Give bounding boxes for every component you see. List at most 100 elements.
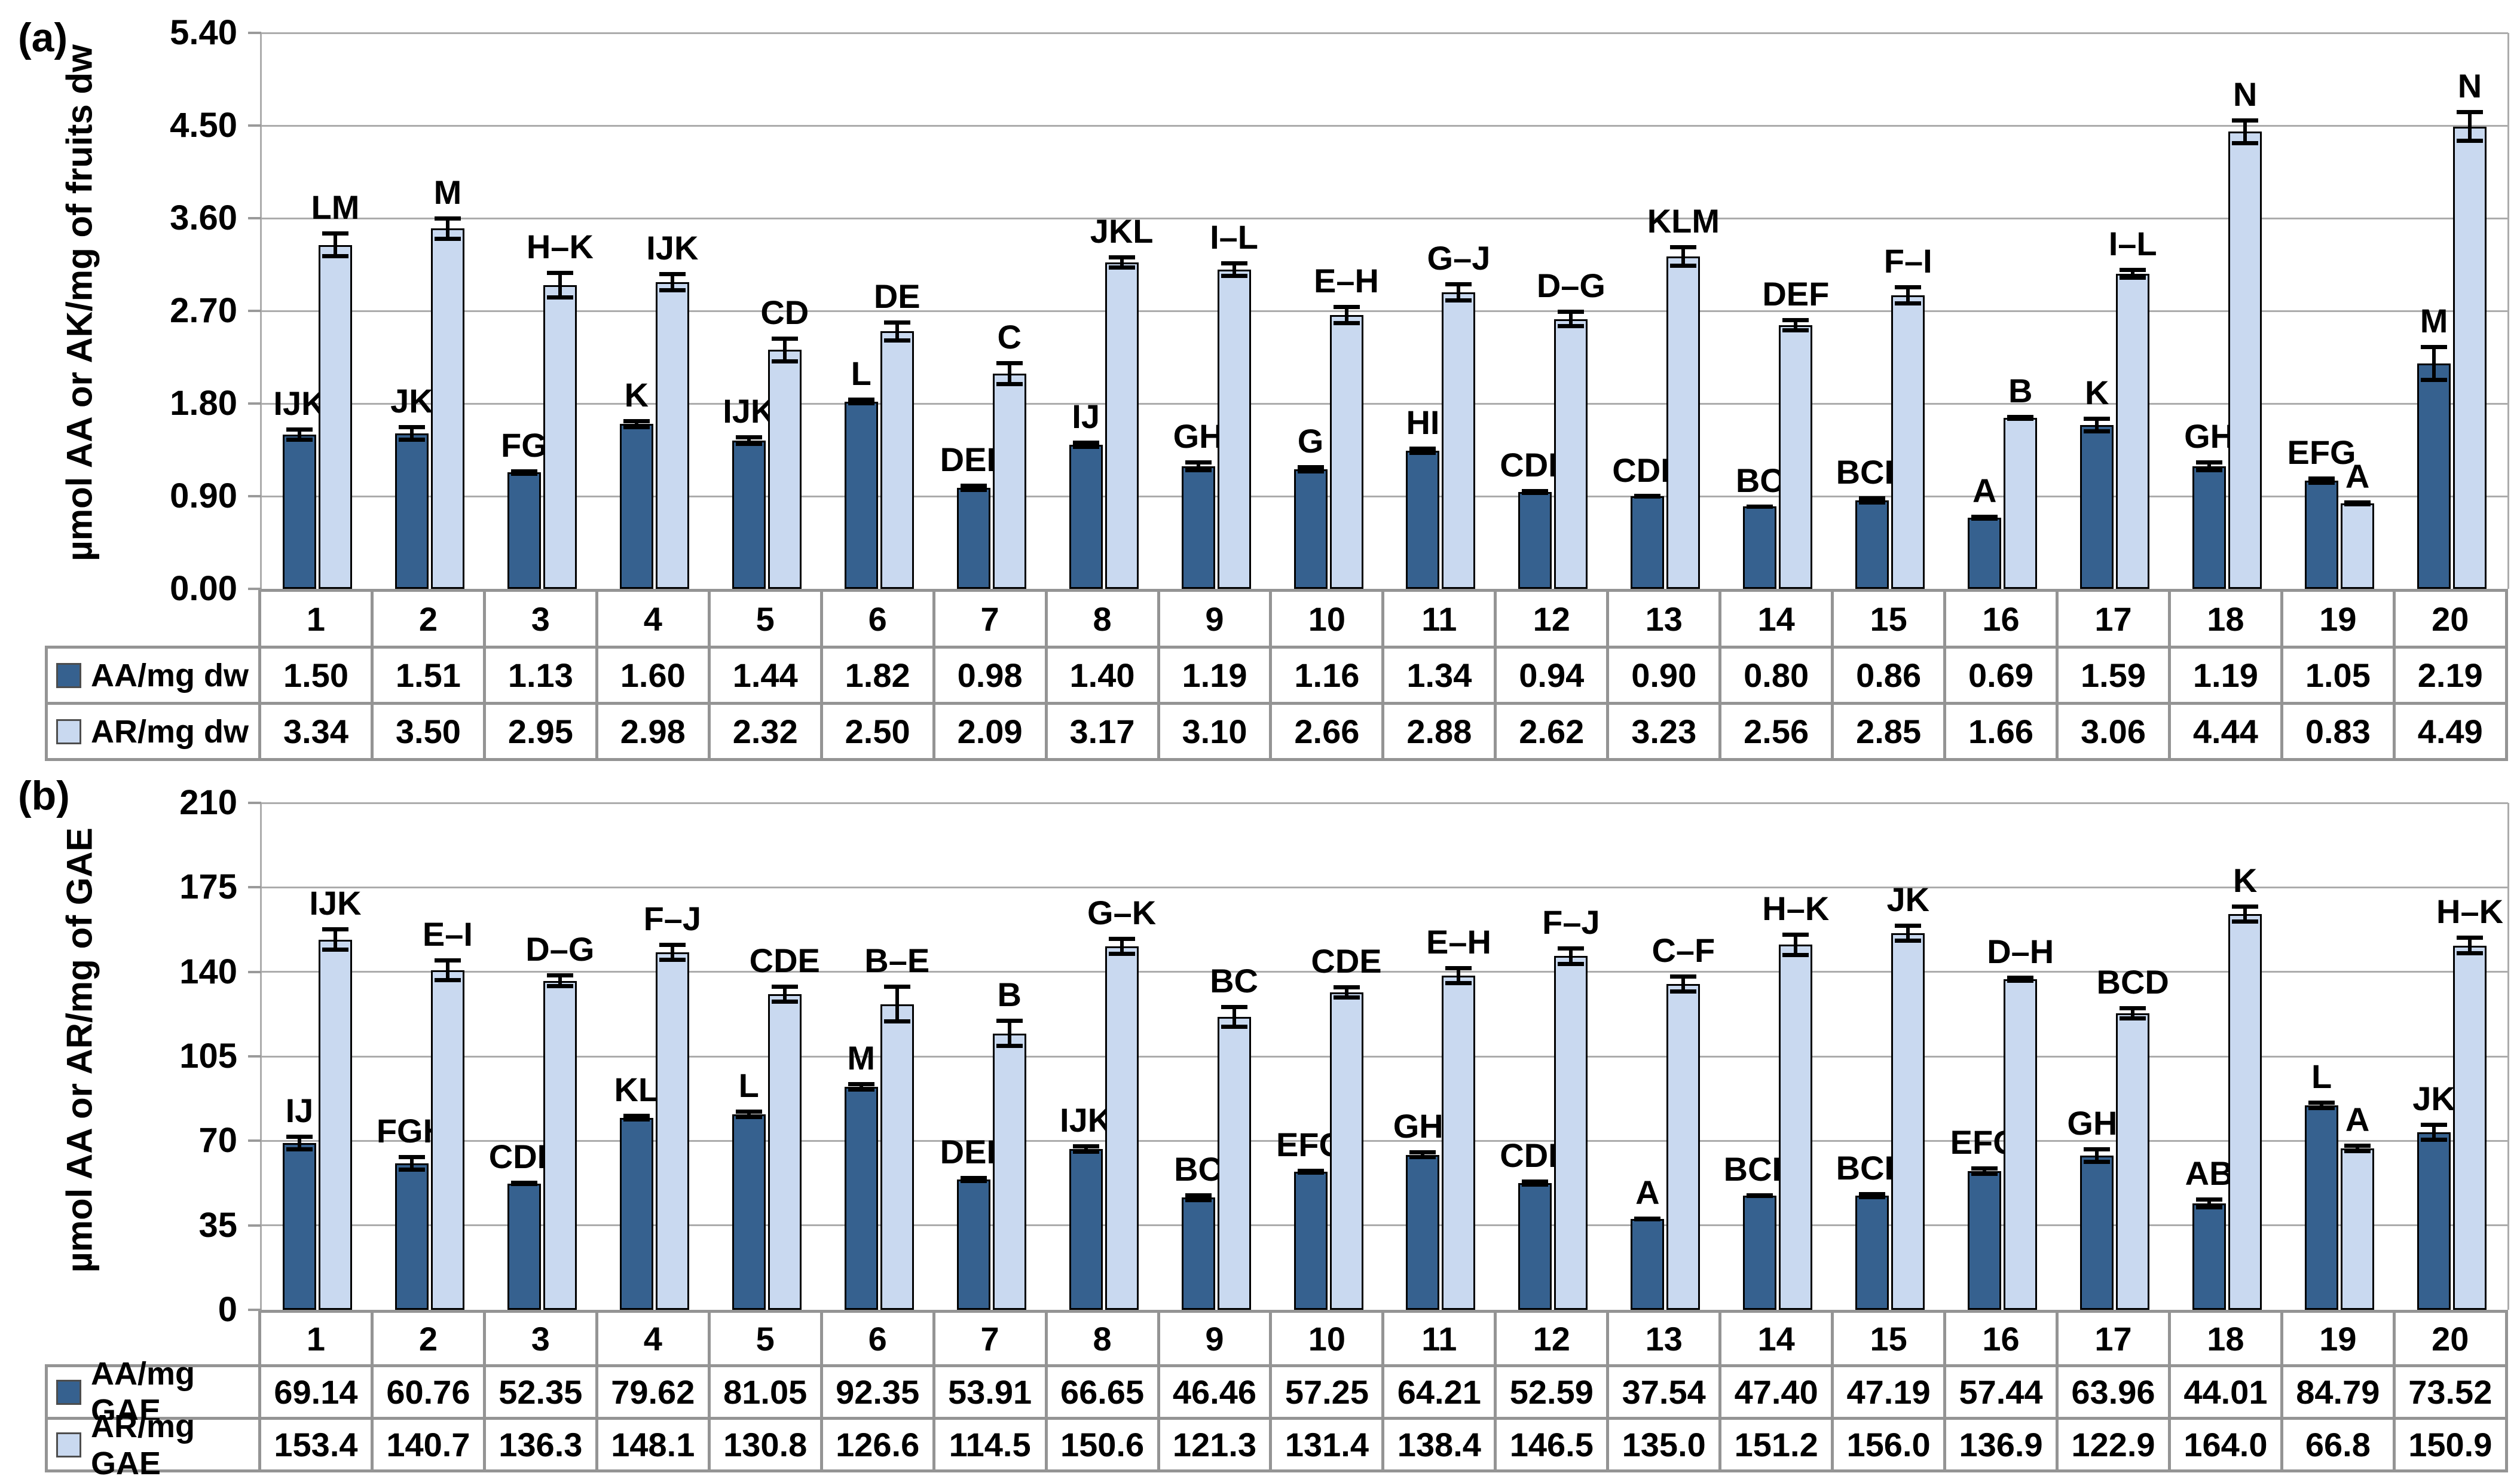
category-header-a-16: 16 bbox=[1946, 589, 2059, 649]
bar-b-aa-3 bbox=[507, 1183, 541, 1310]
table-value-b-aa-10: 57.25 bbox=[1272, 1367, 1385, 1420]
bar-b-aa-12 bbox=[1518, 1182, 1552, 1310]
category-header-a-6: 6 bbox=[822, 589, 935, 649]
panel-b: (b) µmol AA or AR/mg of GAE 210 175 140 105… bbox=[0, 769, 2520, 1481]
category-header-a-3: 3 bbox=[485, 589, 598, 649]
bar-a-aa-16 bbox=[1968, 518, 2002, 589]
table-value-a-aa-10: 1.16 bbox=[1272, 649, 1385, 705]
category-header-a-4: 4 bbox=[598, 589, 711, 649]
plot-right-border-a bbox=[2507, 33, 2509, 589]
bar-a-ar-1 bbox=[318, 245, 352, 589]
bar-a-aa-11 bbox=[1406, 451, 1440, 589]
error-bar-b-16 bbox=[2007, 976, 2034, 983]
significance-letter-b-20: H–K bbox=[2436, 893, 2504, 931]
y-tick-mark-b bbox=[248, 1139, 261, 1142]
plot-area-a: 5.40 4.50 3.60 2.70 1.80 0.90 0.00 IJK LM JK M FG H–… bbox=[170, 13, 2509, 608]
significance-letter-b-13: A bbox=[1635, 1174, 1660, 1212]
significance-letter-a-16: A bbox=[1972, 472, 1997, 509]
gridline-b-210 bbox=[261, 802, 2508, 804]
error-bar-b-18 bbox=[2196, 1197, 2223, 1210]
bar-b-ar-7 bbox=[992, 1033, 1026, 1310]
table-corner-blank-b bbox=[45, 1310, 261, 1367]
table-value-a-aa-18: 1.19 bbox=[2170, 649, 2283, 705]
table-value-b-ar-8: 150.6 bbox=[1047, 1420, 1160, 1472]
bar-b-aa-18 bbox=[2192, 1203, 2227, 1310]
error-bar-a-12 bbox=[1522, 488, 1549, 496]
bar-a-ar-3 bbox=[543, 285, 577, 589]
error-bar-a-11 bbox=[1445, 282, 1472, 303]
significance-letter-b-12: F–J bbox=[1542, 903, 1600, 942]
error-bar-a-3 bbox=[510, 469, 537, 476]
bar-b-aa-10 bbox=[1293, 1171, 1328, 1310]
error-bar-b-11 bbox=[1445, 965, 1472, 986]
bar-b-aa-19 bbox=[2305, 1105, 2339, 1310]
table-value-b-aa-19: 84.79 bbox=[2283, 1367, 2396, 1420]
error-bar-b-3 bbox=[546, 973, 573, 988]
category-header-b-12: 12 bbox=[1497, 1310, 1610, 1367]
table-value-a-ar-8: 3.17 bbox=[1047, 705, 1160, 761]
table-value-a-aa-20: 2.19 bbox=[2395, 649, 2508, 705]
table-value-a-ar-9: 3.10 bbox=[1160, 705, 1273, 761]
error-bar-b-1 bbox=[322, 927, 348, 952]
table-value-b-aa-5: 81.05 bbox=[710, 1367, 823, 1420]
significance-letter-b-1: IJ bbox=[285, 1091, 314, 1129]
y-tick-mark-b bbox=[248, 802, 261, 804]
error-bar-b-20 bbox=[2421, 1122, 2448, 1142]
bar-b-aa-16 bbox=[1968, 1171, 2002, 1310]
table-value-a-ar-3: 2.95 bbox=[485, 705, 598, 761]
error-bar-b-7 bbox=[996, 1019, 1023, 1048]
significance-letter-b-6: M bbox=[847, 1039, 876, 1077]
bar-a-aa-2 bbox=[394, 433, 429, 589]
error-bar-b-19 bbox=[2344, 1144, 2371, 1154]
error-bar-a-8 bbox=[1072, 441, 1099, 449]
error-bar-a-12 bbox=[1558, 310, 1585, 329]
significance-letter-b-7: B bbox=[997, 976, 1022, 1014]
table-value-b-aa-7: 53.91 bbox=[935, 1367, 1048, 1420]
table-value-b-aa-6: 92.35 bbox=[822, 1367, 935, 1420]
table-value-a-ar-16: 1.66 bbox=[1946, 705, 2059, 761]
error-bar-a-14 bbox=[1747, 504, 1773, 509]
table-value-a-aa-14: 0.80 bbox=[1721, 649, 1834, 705]
bar-b-aa-20 bbox=[2417, 1132, 2451, 1310]
significance-letter-a-8: JKL bbox=[1090, 212, 1154, 250]
significance-letter-b-5: L bbox=[738, 1066, 759, 1104]
table-value-b-ar-7: 114.5 bbox=[935, 1420, 1048, 1472]
category-header-b-7: 7 bbox=[935, 1310, 1048, 1367]
y-tick-label-b: 105 bbox=[179, 1037, 237, 1075]
table-value-a-ar-17: 3.06 bbox=[2059, 705, 2171, 761]
table-corner-blank-a bbox=[45, 589, 261, 649]
error-bar-b-13 bbox=[1634, 1217, 1661, 1222]
y-tick-label-a: 3.60 bbox=[170, 198, 237, 237]
error-bar-b-6 bbox=[883, 985, 910, 1024]
error-bar-a-17 bbox=[2084, 417, 2111, 433]
table-value-a-aa-6: 1.82 bbox=[822, 649, 935, 705]
y-tick-mark-b bbox=[248, 1224, 261, 1227]
significance-letter-b-2: E–I bbox=[422, 915, 473, 953]
table-value-b-ar-3: 136.3 bbox=[485, 1420, 598, 1472]
legend-swatch-light-blue bbox=[56, 719, 81, 744]
significance-letter-a-5: CD bbox=[760, 294, 809, 332]
bar-a-aa-9 bbox=[1181, 466, 1215, 589]
category-header-a-12: 12 bbox=[1497, 589, 1610, 649]
table-value-a-ar-18: 4.44 bbox=[2170, 705, 2283, 761]
bar-a-ar-6 bbox=[880, 331, 914, 589]
significance-letter-b-18: AB bbox=[2185, 1154, 2234, 1193]
error-bar-a-15 bbox=[1859, 496, 1886, 505]
category-header-b-18: 18 bbox=[2170, 1310, 2283, 1367]
bar-a-ar-9 bbox=[1217, 270, 1251, 589]
category-header-a-11: 11 bbox=[1384, 589, 1497, 649]
table-value-a-ar-2: 3.50 bbox=[373, 705, 486, 761]
table-value-a-ar-7: 2.09 bbox=[935, 705, 1048, 761]
category-header-b-5: 5 bbox=[710, 1310, 823, 1367]
error-bar-b-11 bbox=[1409, 1150, 1436, 1159]
y-tick-label-a: 1.80 bbox=[170, 384, 237, 423]
bar-b-ar-10 bbox=[1329, 992, 1363, 1310]
bar-a-aa-12 bbox=[1518, 492, 1552, 589]
error-bar-b-14 bbox=[1782, 933, 1809, 957]
bar-b-ar-1 bbox=[318, 939, 352, 1310]
error-bar-b-17 bbox=[2120, 1006, 2146, 1020]
error-bar-b-10 bbox=[1297, 1168, 1324, 1175]
table-value-b-ar-17: 122.9 bbox=[2059, 1420, 2171, 1472]
significance-letter-a-9: I–L bbox=[1210, 218, 1259, 256]
error-bar-a-14 bbox=[1782, 318, 1809, 333]
